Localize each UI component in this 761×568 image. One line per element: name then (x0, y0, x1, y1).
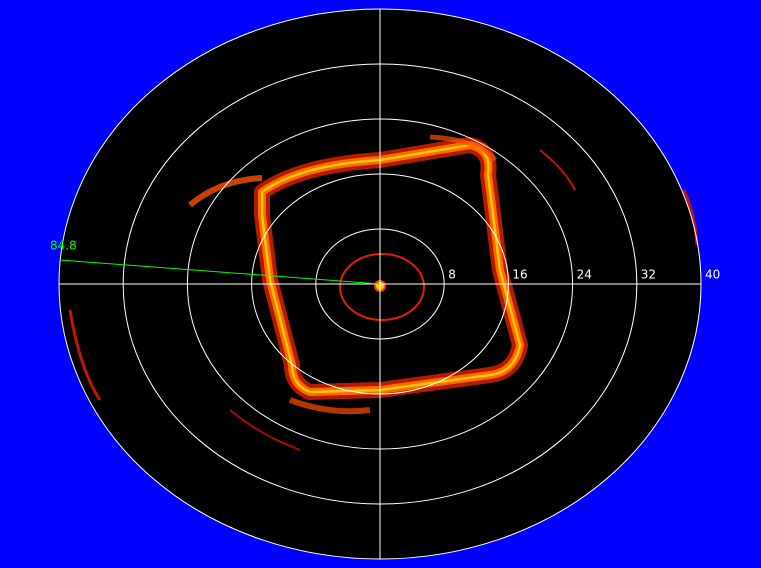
range-label: 8 (448, 268, 456, 282)
range-label: 16 (512, 268, 527, 282)
cursor-label: 84.8 (50, 239, 77, 253)
range-label: 40 (705, 268, 720, 282)
range-label: 24 (577, 268, 592, 282)
cursor-line (59, 259, 381, 285)
range-label: 32 (641, 268, 656, 282)
intensity-pattern (68, 134, 699, 451)
